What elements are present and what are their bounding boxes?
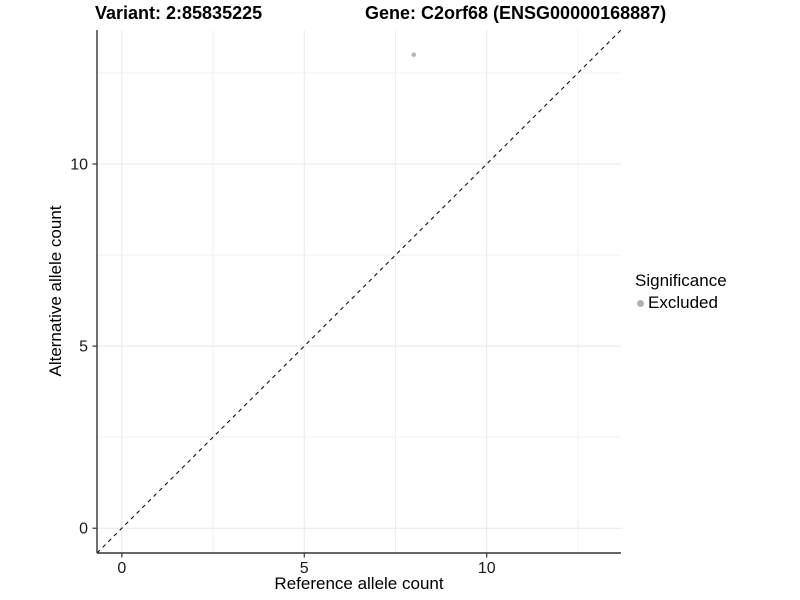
y-tick-label: 5 — [79, 339, 88, 356]
legend-item-label: Excluded — [648, 293, 718, 312]
excluded-point-icon — [636, 299, 644, 307]
legend-key — [631, 294, 649, 312]
y-tick-label: 0 — [79, 521, 88, 538]
y-axis-title: Alternative allele count — [46, 205, 65, 377]
data-point — [411, 52, 417, 58]
x-tick-label: 0 — [117, 560, 126, 577]
plot-title-gene: Gene: C2orf68 (ENSG00000168887) — [365, 3, 667, 23]
x-axis-title: Reference allele count — [274, 574, 444, 593]
legend-item-excluded: Excluded — [635, 293, 727, 313]
legend-title: Significance — [635, 271, 727, 290]
plot-title-variant: Variant: 2:85835225 — [95, 3, 263, 23]
legend: Significance Excluded — [635, 271, 727, 313]
x-tick-label: 5 — [300, 560, 309, 577]
y-tick-label: 10 — [70, 157, 88, 174]
x-tick-label: 10 — [478, 560, 496, 577]
identity-reference-line — [96, 29, 622, 554]
